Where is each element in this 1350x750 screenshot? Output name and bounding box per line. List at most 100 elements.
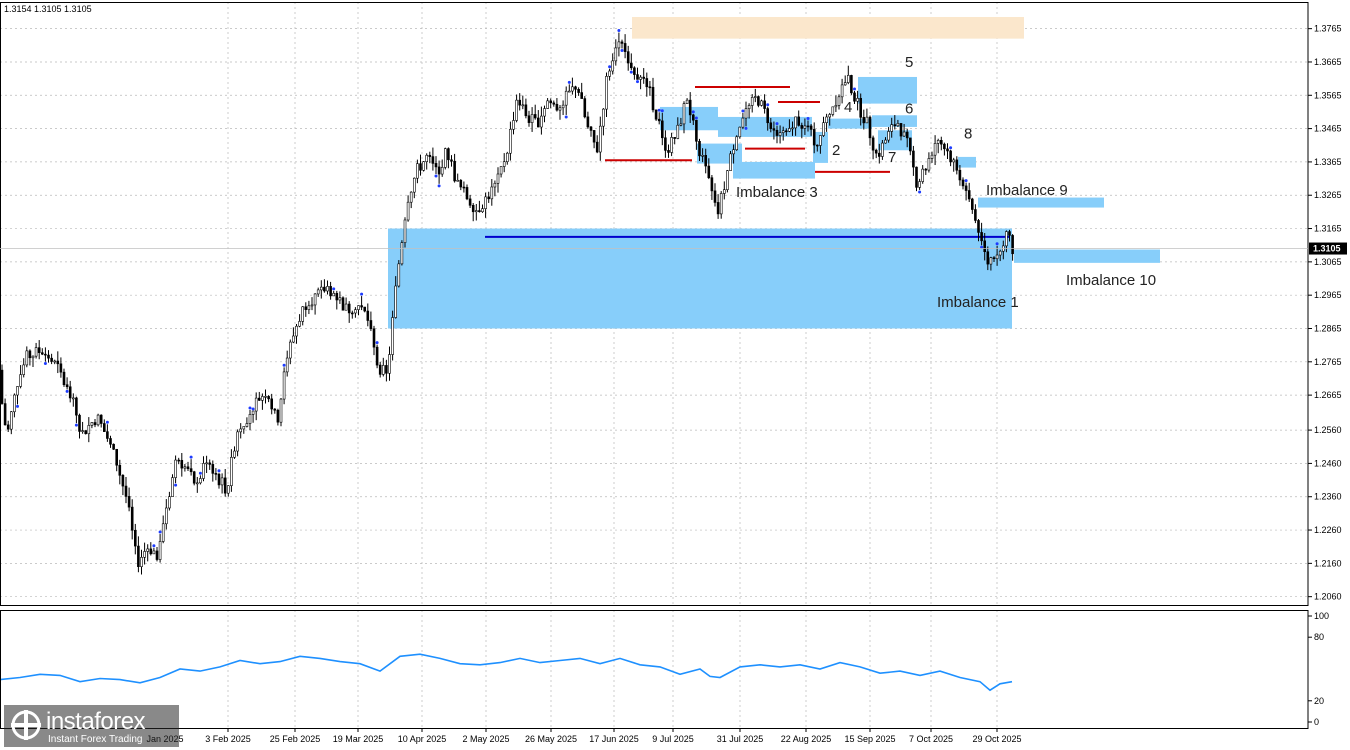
candle-body xyxy=(660,120,664,139)
indicator-frame xyxy=(0,610,1309,729)
candle-body xyxy=(282,371,286,400)
candle-body xyxy=(890,124,894,132)
candle-body xyxy=(375,346,379,366)
candle-body xyxy=(251,410,255,415)
candle-body xyxy=(571,86,574,92)
fractal-dot xyxy=(949,146,953,150)
candle-body xyxy=(744,108,748,119)
candle-body xyxy=(143,551,146,558)
fractal-dot xyxy=(189,455,193,459)
current-price-tag xyxy=(1309,242,1347,255)
candle-body xyxy=(825,116,828,124)
candle-body xyxy=(233,450,236,458)
candle-body xyxy=(974,209,977,221)
candle-body xyxy=(276,409,280,423)
candle-body xyxy=(543,108,546,117)
candle-body xyxy=(843,82,847,86)
candle-body xyxy=(704,155,708,167)
y-tick-label: 1.3565 xyxy=(1314,90,1342,100)
candle-body xyxy=(431,156,435,164)
logo-name: instaforex xyxy=(46,708,146,735)
candle-body xyxy=(713,190,717,203)
candle-body xyxy=(304,306,308,310)
candle-body xyxy=(165,507,168,525)
candle-body xyxy=(729,153,732,171)
candle-body xyxy=(639,76,642,80)
candle-body xyxy=(915,166,918,188)
candle-body xyxy=(326,286,329,292)
candle-body xyxy=(338,297,342,301)
candle-body xyxy=(245,423,249,427)
candle-body xyxy=(828,114,832,118)
zone-imbalance-9 xyxy=(978,197,1104,208)
candle-body xyxy=(412,177,416,193)
candle-body xyxy=(586,116,590,128)
y-tick-label: 1.2665 xyxy=(1314,390,1342,400)
candle-body xyxy=(202,463,205,479)
candle-body xyxy=(850,75,853,94)
fractal-dot xyxy=(332,287,336,291)
fractal-dot xyxy=(437,184,441,188)
indicator-tick-label: 20 xyxy=(1314,696,1324,706)
candle-body xyxy=(524,104,528,117)
y-tick-label: 1.2460 xyxy=(1314,458,1342,468)
x-tick-label: 9 Jul 2025 xyxy=(652,734,694,744)
candle-body xyxy=(781,130,785,133)
fractal-dot xyxy=(629,70,633,74)
candle-body xyxy=(738,126,742,138)
candle-body xyxy=(121,475,125,487)
candle-body xyxy=(856,98,859,102)
x-tick-label: 15 Sep 2025 xyxy=(844,734,895,744)
candle-body xyxy=(918,181,921,188)
candle-body xyxy=(474,210,478,213)
candle-body xyxy=(735,136,739,151)
candle-body xyxy=(400,242,404,265)
candle-body xyxy=(257,397,261,401)
fractal-dot xyxy=(434,174,438,178)
zone-label: 2 xyxy=(832,142,840,159)
candle-body xyxy=(323,286,326,292)
candle-body xyxy=(955,159,959,171)
candle-body xyxy=(440,167,444,175)
x-tick-label: 2 May 2025 xyxy=(462,734,509,744)
candle-body xyxy=(471,204,475,213)
candle-body xyxy=(629,62,633,69)
candle-body xyxy=(707,165,711,179)
candle-body xyxy=(171,477,174,497)
candle-body xyxy=(416,163,419,179)
candle-body xyxy=(567,90,571,93)
candle-body xyxy=(31,355,35,359)
candle-body xyxy=(862,117,866,124)
candle-body xyxy=(335,292,339,301)
zone-label: Imbalance 1 xyxy=(937,294,1019,311)
candle-body xyxy=(530,114,534,123)
logo-tagline: Instant Forex Trading xyxy=(48,734,143,745)
candle-body xyxy=(6,424,10,430)
candle-body xyxy=(106,431,109,439)
fractal-dot xyxy=(43,362,47,366)
candle-body xyxy=(986,251,990,265)
candle-body xyxy=(453,160,456,182)
fractal-dot xyxy=(608,65,612,69)
candle-body xyxy=(208,462,211,465)
candle-body xyxy=(651,86,655,111)
x-tick-label: 22 Aug 2025 xyxy=(781,734,832,744)
candle-body xyxy=(797,116,801,126)
candle-body xyxy=(332,292,336,297)
candle-body xyxy=(992,257,996,260)
candle-body xyxy=(598,125,602,153)
candle-body xyxy=(301,306,305,322)
candle-body xyxy=(310,304,314,307)
y-tick-label: 1.2865 xyxy=(1314,323,1342,333)
candle-body xyxy=(611,60,615,72)
y-tick-label: 1.2260 xyxy=(1314,525,1342,535)
candle-body xyxy=(313,293,317,306)
y-tick-label: 1.2060 xyxy=(1314,592,1342,602)
candle-body xyxy=(967,190,971,200)
candle-body xyxy=(456,179,460,182)
candle-body xyxy=(227,485,230,494)
candle-body xyxy=(642,76,646,79)
candle-body xyxy=(462,186,466,189)
candle-body xyxy=(481,208,484,213)
candle-body xyxy=(899,123,903,137)
